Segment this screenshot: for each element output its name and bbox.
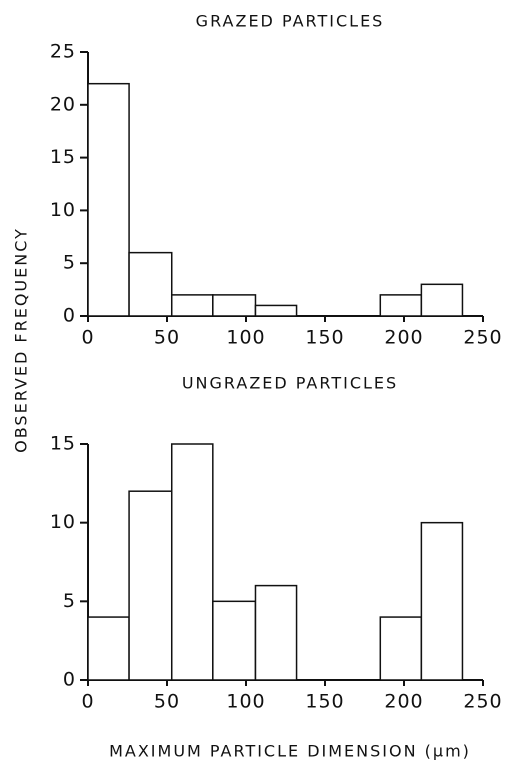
bar — [128, 490, 173, 681]
x-tick-label: 200 — [384, 327, 423, 349]
x-tick-label: 100 — [226, 327, 265, 349]
x-tick-label: 250 — [463, 691, 502, 713]
bar — [379, 294, 423, 317]
bar — [170, 443, 214, 681]
y-tick-label: 25 — [50, 41, 76, 63]
x-tick-label: 150 — [305, 691, 344, 713]
x-tick-label: 50 — [154, 327, 180, 349]
x-tick-label: 0 — [81, 691, 94, 713]
x-tick-label: 250 — [463, 327, 502, 349]
y-axis-label: OBSERVED FREQUENCY — [12, 227, 31, 453]
y-tick-label: 20 — [50, 93, 76, 115]
bar — [170, 294, 214, 317]
y-tick-label: 5 — [63, 252, 76, 274]
y-tick-label: 0 — [63, 669, 76, 691]
bar — [254, 304, 298, 317]
bar — [212, 294, 257, 317]
x-tick-label: 50 — [154, 691, 180, 713]
bar — [212, 600, 257, 681]
y-tick-label: 15 — [50, 433, 76, 455]
y-tick-label: 10 — [50, 511, 76, 533]
bar — [128, 251, 173, 317]
bar — [420, 521, 464, 681]
x-axis-label: MAXIMUM PARTICLE DIMENSION (μm) — [109, 742, 471, 761]
y-tick-label: 15 — [50, 146, 76, 168]
x-tick-label: 100 — [226, 691, 265, 713]
bar — [420, 283, 464, 317]
y-tick-label: 5 — [63, 590, 76, 612]
x-tick-label: 0 — [81, 327, 94, 349]
x-tick-label: 150 — [305, 327, 344, 349]
bar — [87, 616, 130, 681]
chart-title: GRAZED PARTICLES — [196, 12, 385, 31]
bar — [87, 82, 130, 317]
x-tick-label: 200 — [384, 691, 423, 713]
y-tick-label: 0 — [63, 305, 76, 327]
bar — [379, 616, 423, 681]
y-tick-label: 10 — [50, 199, 76, 221]
chart-title: UNGRAZED PARTICLES — [182, 374, 398, 393]
bar — [254, 584, 298, 681]
